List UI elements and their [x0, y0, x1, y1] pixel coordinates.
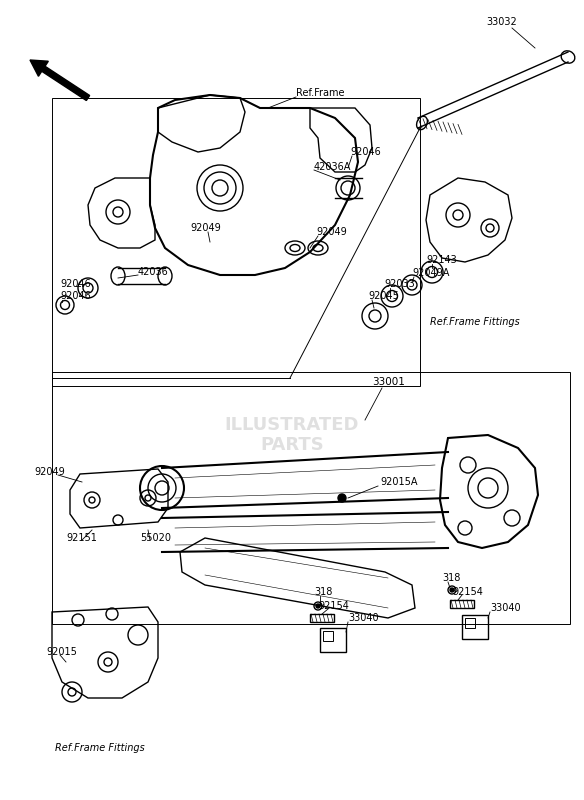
Bar: [52, 372, 570, 624]
Text: 92046: 92046: [60, 291, 91, 301]
Text: 92049: 92049: [190, 223, 221, 233]
Text: Ref.Frame: Ref.Frame: [296, 88, 345, 98]
Bar: [320, 628, 346, 652]
Text: 318: 318: [442, 573, 460, 583]
Text: 92046: 92046: [350, 147, 381, 157]
Circle shape: [338, 494, 346, 502]
Bar: [465, 618, 475, 628]
Bar: [462, 615, 488, 639]
Text: 92154: 92154: [318, 601, 349, 611]
Text: 55020: 55020: [140, 533, 171, 543]
Circle shape: [450, 588, 454, 592]
Text: 92015A: 92015A: [380, 477, 418, 487]
Text: Ref.Frame Fittings: Ref.Frame Fittings: [430, 317, 520, 327]
Text: 33040: 33040: [348, 613, 378, 623]
Text: 318: 318: [314, 587, 332, 597]
Text: 92045: 92045: [368, 291, 399, 301]
Text: Ref.Frame Fittings: Ref.Frame Fittings: [55, 743, 145, 753]
Text: 92154: 92154: [452, 587, 483, 597]
Circle shape: [316, 604, 320, 608]
Bar: [310, 614, 334, 622]
Text: 92033: 92033: [384, 279, 415, 289]
Text: 33032: 33032: [486, 17, 517, 27]
FancyArrow shape: [30, 60, 90, 101]
Text: 42036A: 42036A: [314, 162, 352, 172]
Text: 92143: 92143: [426, 255, 457, 265]
Text: ILLUSTRATED
PARTS: ILLUSTRATED PARTS: [225, 416, 359, 454]
Text: 33001: 33001: [372, 377, 405, 387]
Bar: [450, 600, 474, 608]
Bar: [323, 631, 333, 641]
Text: 42036: 42036: [138, 267, 169, 277]
Text: 92049: 92049: [316, 227, 347, 237]
Text: 92049: 92049: [34, 467, 65, 477]
Text: 92151: 92151: [66, 533, 97, 543]
Text: 92049A: 92049A: [412, 268, 449, 278]
Text: 92015: 92015: [46, 647, 77, 657]
Bar: [52, 98, 420, 386]
Text: 92046: 92046: [60, 279, 91, 289]
Text: 33040: 33040: [490, 603, 520, 613]
